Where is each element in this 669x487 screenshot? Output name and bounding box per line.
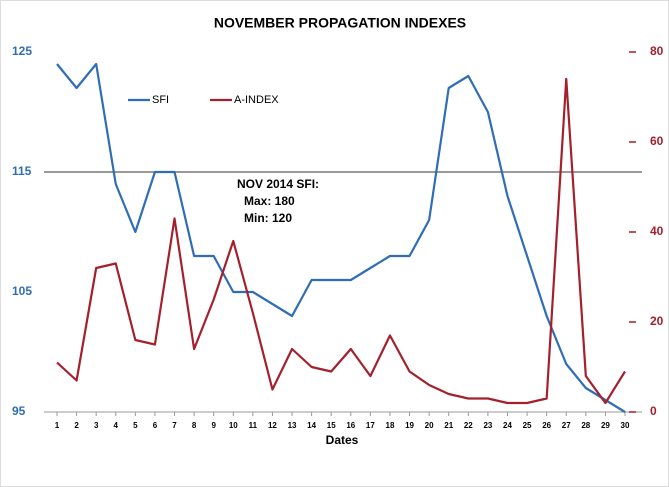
series-line (56, 77, 626, 405)
x-tick-label: 10 (229, 421, 238, 430)
annotation: Max: 180 (244, 194, 295, 208)
x-tick-label: 28 (581, 421, 590, 430)
x-tick-label: 19 (405, 421, 414, 430)
x-tick-label: 20 (425, 421, 434, 430)
series-line (56, 62, 626, 413)
x-tick-label: 1 (55, 421, 60, 430)
x-tick-label: 23 (483, 421, 492, 430)
annotation: NOV 2014 SFI: (237, 177, 319, 191)
x-tick-label: 21 (444, 421, 453, 430)
y-tick-label: 125 (12, 44, 32, 58)
y2-tick-label: 0 (650, 404, 657, 418)
annotation: Min: 120 (244, 211, 292, 225)
x-tick-label: 14 (307, 421, 316, 430)
x-tick-label: 25 (523, 421, 532, 430)
x-tick-label: 8 (192, 421, 197, 430)
x-tick-label: 15 (327, 421, 336, 430)
x-tick-label: 12 (268, 421, 277, 430)
y2-tick-label: 60 (650, 134, 664, 148)
y2-tick-label: 80 (650, 44, 664, 58)
y2-tick-label: 40 (650, 224, 664, 238)
y2-tick-label: 20 (650, 314, 664, 328)
x-tick-label: 29 (601, 421, 610, 430)
x-tick-label: 22 (464, 421, 473, 430)
legend-label: A-INDEX (234, 94, 279, 106)
x-tick-label: 24 (503, 421, 512, 430)
x-tick-label: 6 (153, 421, 158, 430)
x-tick-label: 17 (366, 421, 375, 430)
x-tick-label: 27 (562, 421, 571, 430)
chart-title: NOVEMBER PROPAGATION INDEXES (214, 15, 466, 31)
x-tick-label: 30 (621, 421, 630, 430)
x-tick-label: 26 (542, 421, 551, 430)
x-tick-label: 16 (346, 421, 355, 430)
legend-label: SFI (152, 94, 169, 106)
x-tick-label: 18 (386, 421, 395, 430)
x-tick-label: 11 (249, 421, 258, 430)
x-tick-label: 9 (211, 421, 216, 430)
y-tick-label: 115 (12, 164, 32, 178)
x-tick-label: 7 (172, 421, 177, 430)
y-tick-label: 95 (12, 404, 26, 418)
x-tick-label: 13 (288, 421, 297, 430)
y-tick-label: 105 (12, 284, 32, 298)
x-axis-label: Dates (326, 433, 359, 447)
x-tick-label: 5 (133, 421, 138, 430)
x-tick-label: 4 (114, 421, 119, 430)
x-tick-label: 2 (74, 421, 79, 430)
x-tick-label: 3 (94, 421, 99, 430)
